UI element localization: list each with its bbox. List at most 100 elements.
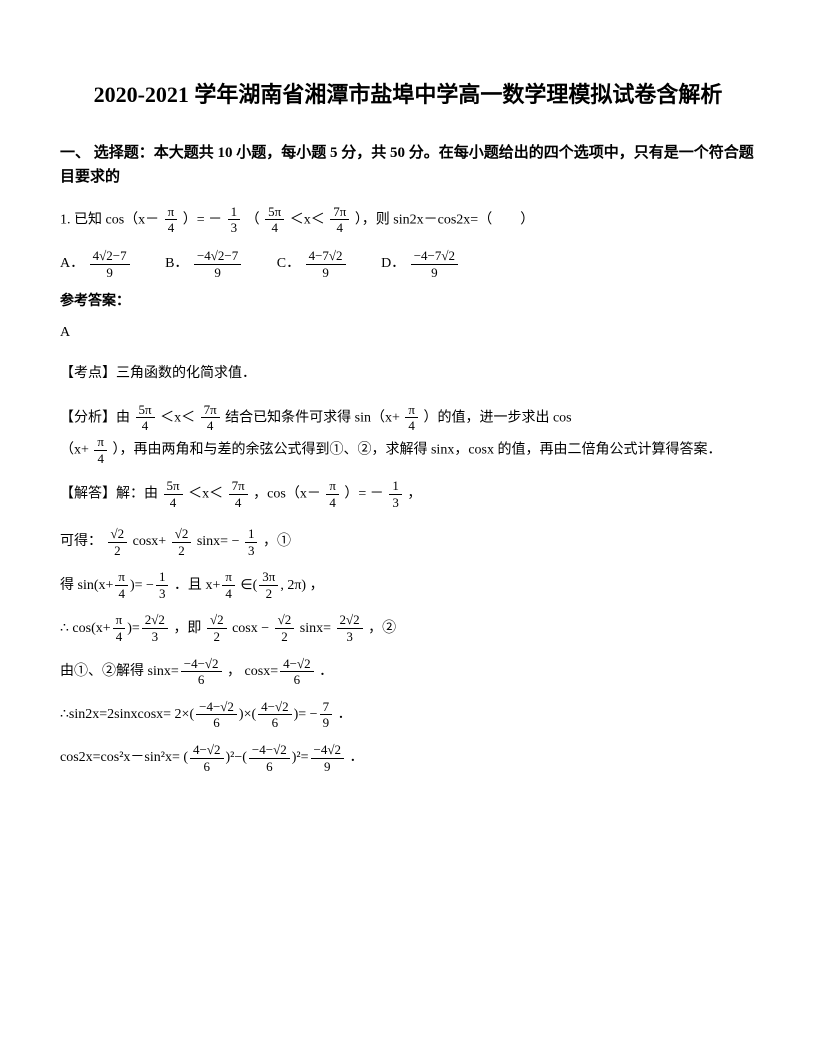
kede-line: 可得： √2 2 cosx+ √2 2 sinx= − 1 3 ，① — [60, 522, 756, 561]
therefore-sym: ∴ — [60, 621, 69, 636]
option-a: A． 4√2−7 9 — [60, 246, 132, 281]
option-c: C． 4−7√2 9 — [277, 246, 348, 281]
cos2x-line: cos2x=cos²x－sin²x= ( 4−√2 6 )²−( −4−√2 6… — [60, 738, 756, 777]
frac-neg4sqrt2-6-b: −4−√2 6 — [196, 699, 237, 731]
frac-1-3-b: 1 3 — [389, 478, 402, 510]
paren-close-sq: )²−( — [226, 750, 247, 765]
options-row: A． 4√2−7 9 B． −4√2−7 9 C． 4−7√2 9 D． −4−… — [60, 246, 756, 281]
sinx-eq: sinx= — [148, 664, 179, 679]
fenxi-text-6: ），再由两角和与差的余弦公式得到①、②，求解得 sinx，cosx 的值，再由二… — [112, 442, 721, 457]
sin-xp4-2: )= − — [130, 578, 154, 593]
cosx-eq: cosx= — [245, 664, 279, 679]
frac-den: 3 — [142, 629, 168, 645]
frac-num: 3π — [259, 569, 278, 586]
frac-den: 4 — [405, 418, 418, 434]
frac-5pi-4: 5π 4 — [265, 204, 284, 236]
jieda-text-5: ， — [407, 487, 421, 502]
frac-num: 4√2−7 — [90, 248, 130, 265]
frac-num: π — [326, 478, 339, 495]
cos-xp4-2: )= — [127, 621, 140, 636]
cos2x-end: ． — [349, 750, 363, 765]
frac-num: √2 — [108, 526, 128, 543]
frac-num: 5π — [265, 204, 284, 221]
frac-num: 7π — [201, 402, 220, 419]
frac-num: √2 — [275, 612, 295, 629]
frac-den: 9 — [306, 265, 346, 281]
frac-den: 2 — [172, 543, 192, 559]
jieda-label: 【解答】 — [60, 487, 116, 502]
frac-den: 9 — [320, 715, 333, 731]
cos2x-label: cos2x=cos²x－sin²x= — [60, 750, 180, 765]
frac-den: 6 — [196, 715, 237, 731]
you-end: ． — [319, 664, 333, 679]
frac-den: 2 — [275, 629, 295, 645]
frac-den: 3 — [389, 495, 402, 511]
xp4-range2: , 2π) — [280, 578, 306, 593]
frac-num: 2√2 — [337, 612, 363, 629]
frac-num: π — [222, 569, 235, 586]
frac-num: π — [165, 204, 178, 221]
frac-den: 4 — [326, 495, 339, 511]
jieda-text-3: ，cos（x－ — [253, 487, 321, 502]
frac-1-3: 1 3 — [228, 204, 241, 236]
kede-label: 可得： — [60, 534, 102, 549]
frac-den: 2 — [108, 543, 128, 559]
sin2x-label: ∴sin2x=2sinxcosx= — [60, 707, 171, 722]
therefore-end: ，② — [368, 621, 396, 636]
option-a-label: A． — [60, 256, 84, 271]
kaodian-block: 【考点】三角函数的化简求值． — [60, 359, 756, 390]
option-c-frac: 4−7√2 9 — [306, 248, 346, 280]
frac-num: 4−√2 — [280, 656, 313, 673]
frac-den: 2 — [259, 586, 278, 602]
option-b-label: B． — [165, 256, 188, 271]
question-text-3: （ — [246, 212, 260, 227]
frac-sqrt2-2-c: √2 2 — [207, 612, 227, 644]
frac-pi-4-g: π 4 — [113, 612, 126, 644]
kede-eq: cosx+ — [133, 534, 167, 549]
frac-den: 3 — [245, 543, 258, 559]
frac-pi-4-d: π 4 — [326, 478, 339, 510]
de-line: 得 sin(x+ π 4 )= − 1 3 ．且 x+ π 4 ∈( 3π 2 … — [60, 566, 756, 605]
frac-pi-4-b: π 4 — [405, 402, 418, 434]
frac-den: 6 — [249, 759, 290, 775]
frac-num: −4−7√2 — [411, 248, 458, 265]
frac-den: 4 — [330, 220, 349, 236]
xp4-range1: ∈( — [240, 578, 257, 593]
document-title: 2020-2021 学年湖南省湘潭市盐埠中学高一数学理模拟试卷含解析 — [60, 80, 756, 111]
option-d-frac: −4−7√2 9 — [411, 248, 458, 280]
therefore-line: ∴ cos(x+ π 4 )= 2√2 3 ，即 √2 2 cosx − √2 … — [60, 609, 756, 648]
frac-7pi-4: 7π 4 — [330, 204, 349, 236]
frac-num: 7 — [320, 699, 333, 716]
frac-num: 1 — [156, 569, 169, 586]
frac-num: π — [115, 569, 128, 586]
option-d-label: D． — [381, 256, 405, 271]
frac-num: 4−√2 — [258, 699, 291, 716]
question-number: 1. — [60, 212, 71, 227]
question-text-1: 已知 cos（x－ — [74, 212, 159, 227]
frac-den: 4 — [201, 418, 220, 434]
frac-num: 2√2 — [142, 612, 168, 629]
option-c-label: C． — [277, 256, 300, 271]
frac-pi-4-e: π 4 — [115, 569, 128, 601]
frac-den: 4 — [136, 418, 155, 434]
frac-num: −4√2 — [311, 742, 344, 759]
frac-7-9: 7 9 — [320, 699, 333, 731]
question-text-5: ），则 sin2x－cos2x=（ ） — [355, 212, 534, 227]
sin-xp4: sin(x+ — [78, 578, 114, 593]
xp4-in: x+ — [205, 578, 220, 593]
frac-den: 9 — [194, 265, 241, 281]
frac-3pi-2: 3π 2 — [259, 569, 278, 601]
kede-eq2: sinx= − — [197, 534, 240, 549]
frac-neg4sqrt2-6-c: −4−√2 6 — [249, 742, 290, 774]
frac-pi-4-c: π 4 — [94, 434, 107, 466]
frac-den: 6 — [181, 672, 222, 688]
times-end: )= − — [294, 707, 318, 722]
therefore-text2: cosx − — [232, 621, 269, 636]
jieda-text-4: ）= － — [344, 487, 383, 502]
question-text-4: ＜x＜ — [290, 212, 325, 227]
frac-4sqrt2-6-a: 4−√2 6 — [280, 656, 313, 688]
de-text1: ．且 — [174, 578, 202, 593]
frac-den: 9 — [90, 265, 130, 281]
answer-label: 参考答案： — [60, 291, 756, 313]
question-1: 1. 已知 cos（x－ π 4 ）= － 1 3 （ 5π 4 ＜x＜ 7π … — [60, 204, 756, 236]
